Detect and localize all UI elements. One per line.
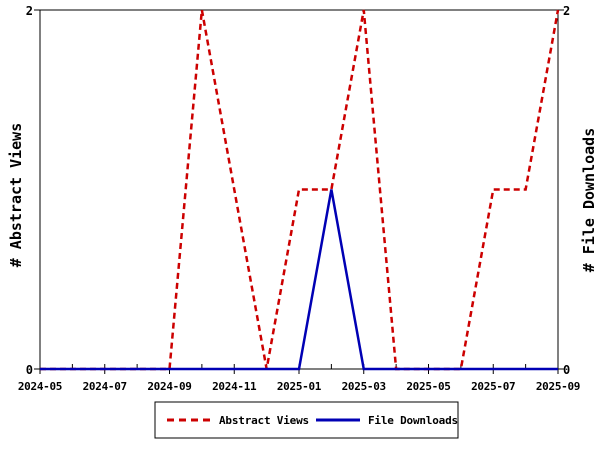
y-tick-label-right-bottom: 0 bbox=[563, 363, 570, 377]
x-tick-label: 2025-03 bbox=[342, 380, 386, 393]
legend: Abstract Views File Downloads bbox=[154, 401, 459, 439]
x-tick-label: 2024-05 bbox=[18, 380, 62, 393]
y-axis-title-right: # File Downloads bbox=[580, 128, 598, 273]
y-tick-label-left-bottom: 0 bbox=[26, 363, 33, 377]
series-line-abstract-views bbox=[40, 9, 560, 371]
legend-label-abstract-views: Abstract Views bbox=[219, 414, 309, 427]
series-lines bbox=[40, 9, 560, 371]
x-tick-label: 2024-09 bbox=[147, 380, 191, 393]
x-axis-tick-labels: 2024-05 2024-07 2024-09 2024-11 2025-01 2025-… bbox=[18, 380, 581, 393]
x-tick-label: 2025-05 bbox=[406, 380, 450, 393]
y-axis-title-left: # Abstract Views bbox=[7, 123, 25, 268]
x-tick-label: 2025-09 bbox=[536, 380, 580, 393]
y-tick-label-right-top: 2 bbox=[563, 4, 570, 18]
x-tick-label: 2025-01 bbox=[277, 380, 322, 393]
x-tick-label: 2024-11 bbox=[212, 380, 257, 393]
plot-area-border bbox=[39, 9, 559, 370]
x-tick-label: 2025-07 bbox=[471, 380, 515, 393]
x-tick-label: 2024-07 bbox=[83, 380, 127, 393]
legend-label-file-downloads: File Downloads bbox=[368, 414, 458, 427]
series-line-file-downloads bbox=[40, 189, 558, 371]
y-tick-label-left-top: 2 bbox=[26, 4, 33, 18]
